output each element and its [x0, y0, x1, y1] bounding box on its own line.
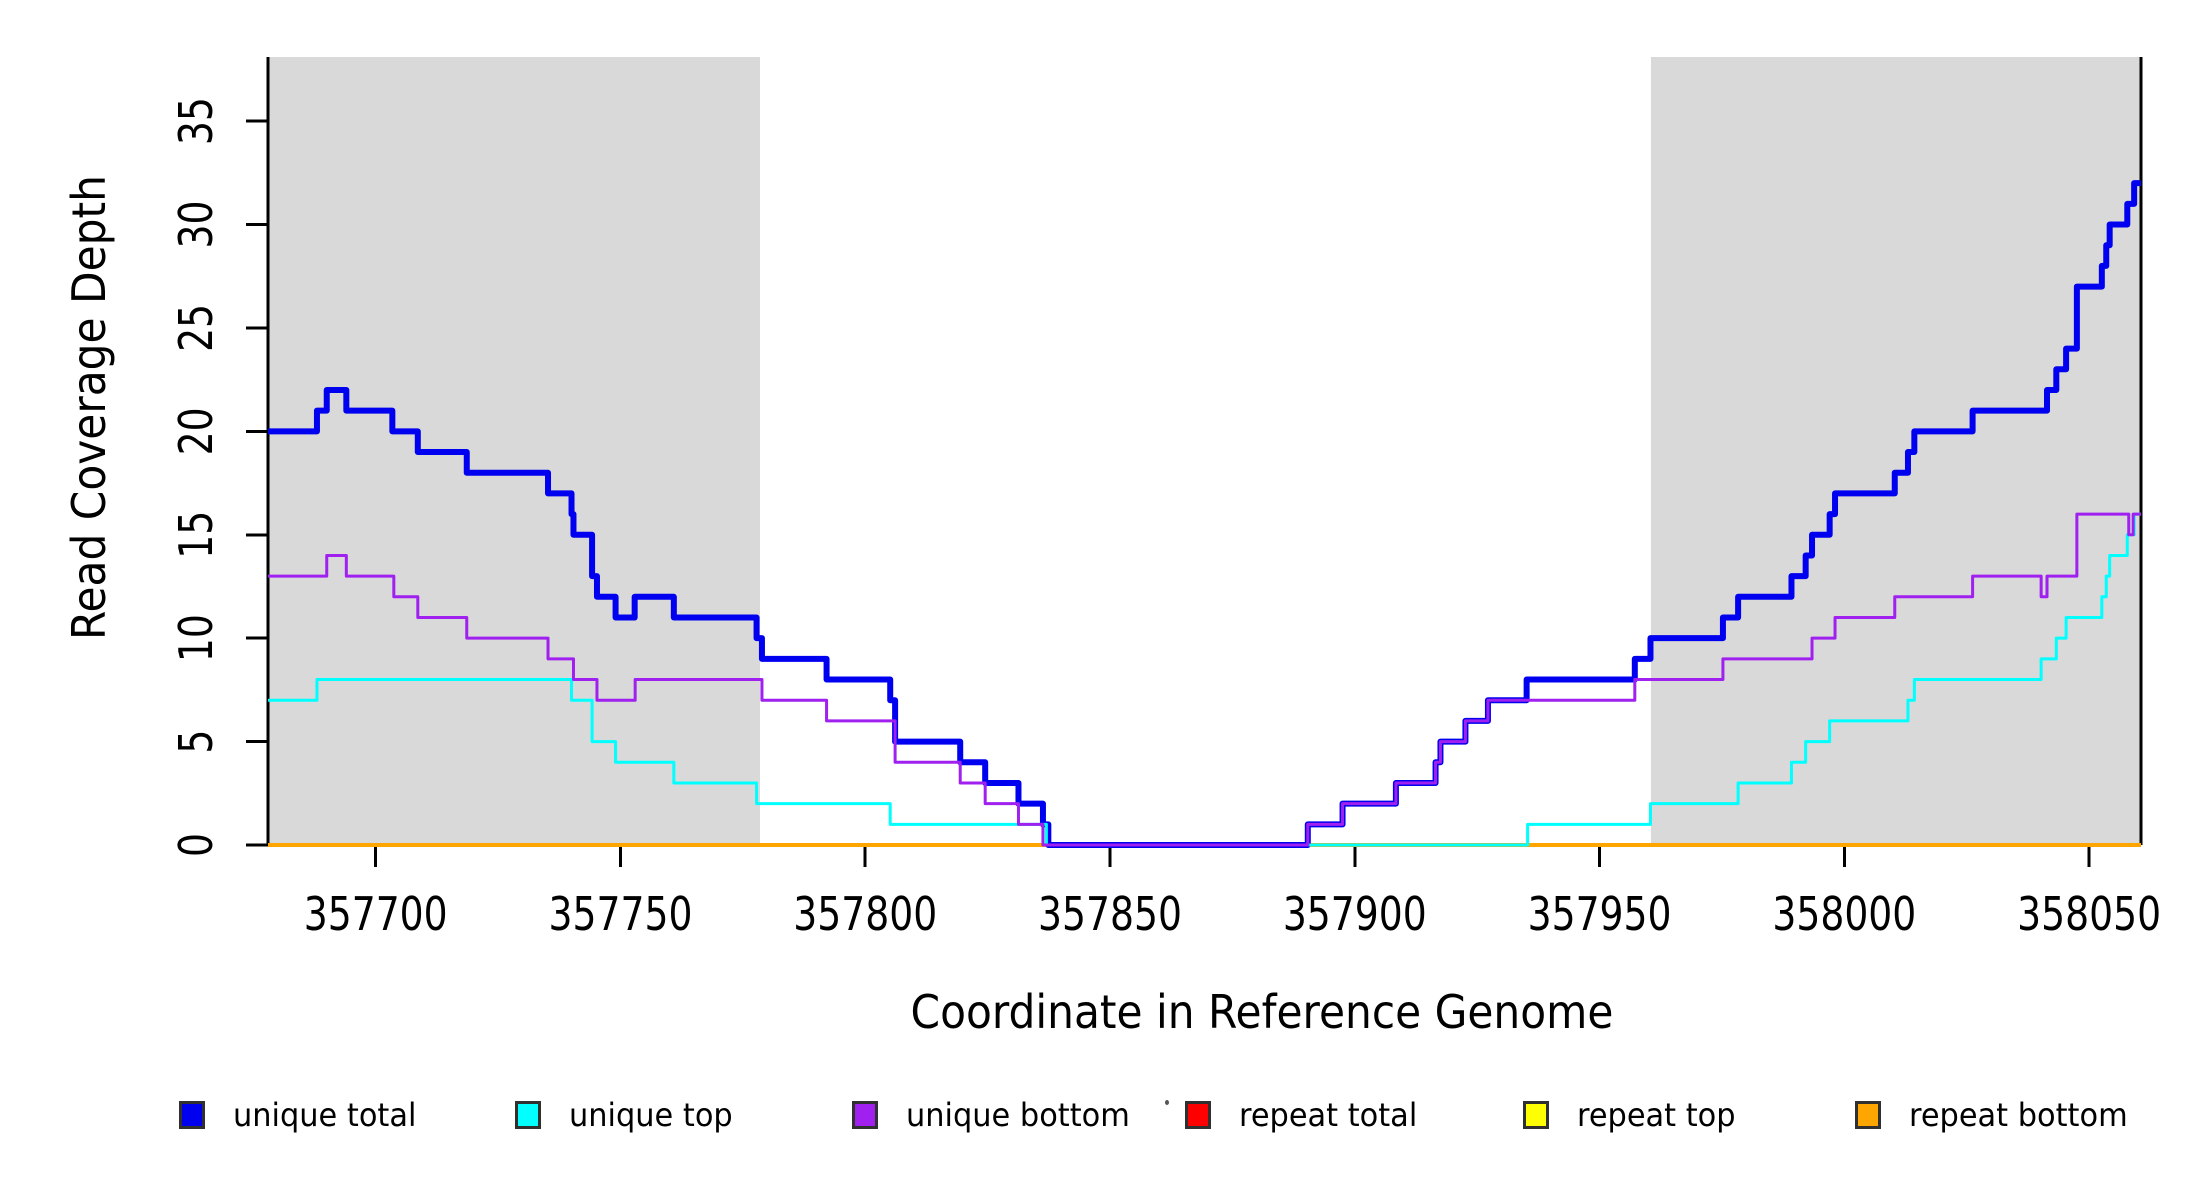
series-unique-bottom — [268, 512, 2141, 847]
legend-label: unique total — [233, 1096, 417, 1134]
legend-label: unique bottom — [906, 1096, 1130, 1134]
legend-item-unique-top: unique top — [515, 1095, 741, 1135]
y-tick-label: 10 — [169, 614, 223, 662]
shaded-region — [268, 57, 760, 845]
legend-item-repeat-total: repeat total — [1185, 1095, 1427, 1135]
legend-label: repeat bottom — [1909, 1096, 2128, 1134]
y-tick-label: 25 — [169, 304, 223, 352]
repeat-bottom-swatch-icon — [1855, 1101, 1881, 1129]
x-tick-label: 358050 — [2017, 887, 2161, 941]
y-tick-label: 20 — [169, 407, 223, 455]
legend-item-repeat-top: repeat top — [1523, 1095, 1744, 1135]
x-tick-label: 357700 — [304, 887, 448, 941]
x-tick-label: 357750 — [549, 887, 693, 941]
x-axis-title: Coordinate in Reference Genome — [910, 985, 1614, 1039]
x-tick-label: 358000 — [1772, 887, 1916, 941]
legend-item-repeat-bottom: repeat bottom — [1855, 1095, 2139, 1135]
y-axis-title: Read Coverage Depth — [62, 175, 116, 640]
legend-label: repeat total — [1239, 1096, 1418, 1134]
legend-item-unique-total: unique total — [179, 1095, 426, 1135]
unique-total-swatch-icon — [179, 1101, 205, 1129]
y-tick-label: 15 — [169, 511, 223, 559]
x-tick-label: 357950 — [1528, 887, 1672, 941]
y-tick-label: 35 — [169, 97, 223, 145]
stray-mark — [1165, 1100, 1169, 1105]
legend: unique total unique top unique bottom re… — [0, 0, 2200, 1134]
y-tick-label: 30 — [169, 201, 223, 249]
x-tick-label: 357900 — [1283, 887, 1427, 941]
legend-label: repeat top — [1577, 1096, 1736, 1134]
repeat-total-swatch-icon — [1185, 1101, 1211, 1129]
legend-item-unique-bottom: unique bottom — [852, 1095, 1142, 1135]
series-unique-top — [268, 512, 2141, 847]
shaded-region — [1650, 57, 2141, 845]
x-tick-label: 357800 — [793, 887, 937, 941]
repeat-top-swatch-icon — [1523, 1101, 1549, 1129]
unique-bottom-swatch-icon — [852, 1101, 878, 1129]
y-tick-label: 0 — [169, 833, 223, 857]
y-tick-label: 5 — [169, 730, 223, 754]
unique-top-swatch-icon — [515, 1101, 541, 1129]
legend-label: unique top — [569, 1096, 733, 1134]
x-tick-label: 357850 — [1038, 887, 1182, 941]
